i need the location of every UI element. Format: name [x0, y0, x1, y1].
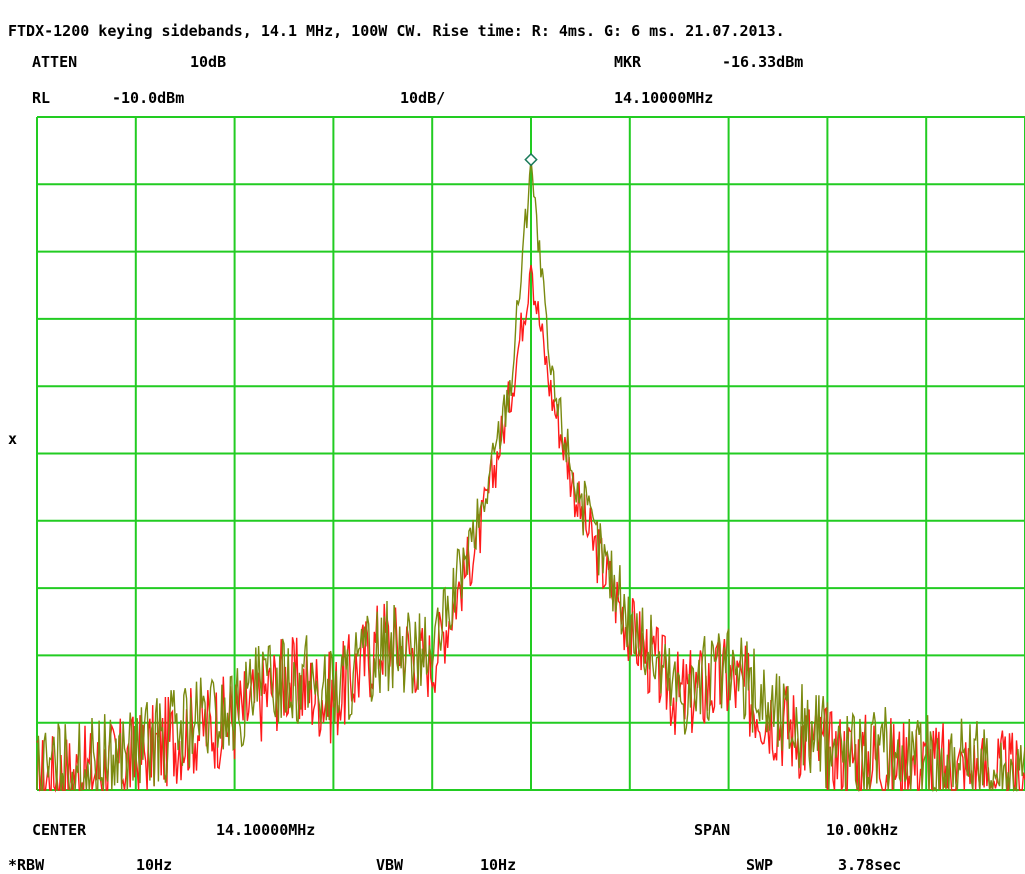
- plot-grid: [36, 116, 1025, 791]
- scale-label: 10dB/: [400, 89, 446, 107]
- atten-label: ATTEN: [32, 53, 78, 71]
- swp-value: 3.78sec: [838, 856, 902, 874]
- marker-diamond: [524, 152, 538, 167]
- mkr-frequency: 14.10000MHz: [614, 89, 714, 107]
- center-label: CENTER: [32, 821, 87, 839]
- atten-value: 10dB: [190, 53, 227, 71]
- center-value: 14.10000MHz: [216, 821, 316, 839]
- span-label: SPAN: [694, 821, 731, 839]
- swp-label: SWP: [746, 856, 774, 874]
- side-marker: x: [8, 430, 18, 448]
- plot-marker: [524, 152, 538, 167]
- rl-label: RL: [32, 89, 51, 107]
- chart-title: FTDX-1200 keying sidebands, 14.1 MHz, 10…: [8, 22, 785, 40]
- span-value: 10.00kHz: [826, 821, 899, 839]
- rbw-value: 10Hz: [136, 856, 173, 874]
- rl-value: -10.0dBm: [112, 89, 185, 107]
- mkr-label: MKR: [614, 53, 642, 71]
- vbw-value: 10Hz: [480, 856, 517, 874]
- mkr-value: -16.33dBm: [722, 53, 804, 71]
- vbw-label: VBW: [376, 856, 404, 874]
- rbw-label: *RBW: [8, 856, 45, 874]
